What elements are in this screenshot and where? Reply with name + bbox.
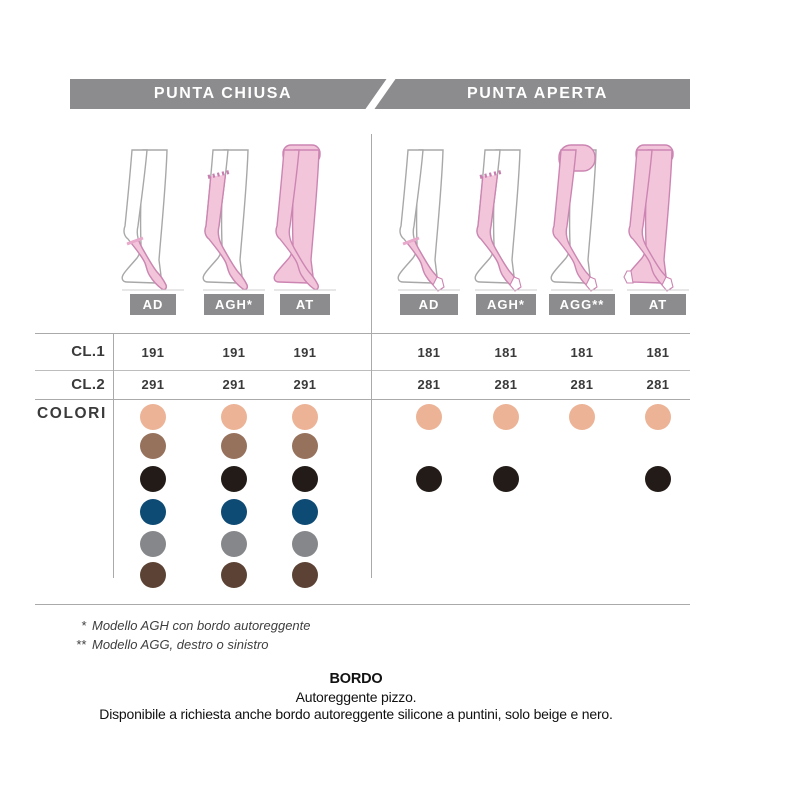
row-label-cl1: CL.1 [71, 343, 105, 360]
color-dot-darkbrown [221, 562, 247, 588]
footnote-agh: * Modello AGH con bordo autoreggente [70, 616, 311, 635]
model-label-closed-ad: AD [130, 294, 176, 315]
cl2-value: 291 [293, 377, 317, 392]
color-dot-darkbrown [292, 562, 318, 588]
color-dot-navy [221, 499, 247, 525]
cl2-value: 281 [494, 377, 518, 392]
model-label-closed-agh: AGH* [204, 294, 264, 315]
model-label-open-agg: AGG** [549, 294, 615, 315]
color-dot-black [292, 466, 318, 492]
color-dot-brown [221, 433, 247, 459]
color-dot-beige [569, 404, 595, 430]
color-dot-beige [292, 404, 318, 430]
legs-agh-open-illustration [474, 149, 537, 292]
color-dot-brown [140, 433, 166, 459]
section-title-punta-aperta: PUNTA APERTA [467, 85, 608, 102]
legs-ad-open-illustration [397, 149, 460, 292]
model-label-open-ad: AD [400, 294, 458, 315]
color-dot-navy [292, 499, 318, 525]
section-title-punta-chiusa: PUNTA CHIUSA [153, 85, 293, 102]
row-label-cl2: CL.2 [71, 376, 105, 393]
legs-agg-open-illustration [550, 144, 613, 292]
cl1-value: 181 [646, 345, 670, 360]
color-dot-black [645, 466, 671, 492]
color-dot-beige [140, 404, 166, 430]
row-label-colori: COLORI [37, 405, 107, 422]
footnote-agg: ** Modello AGG, destro o sinistro [70, 635, 311, 654]
table-line-bottom [35, 604, 690, 605]
color-dot-beige [416, 404, 442, 430]
color-dot-brown [292, 433, 318, 459]
cl2-value: 291 [141, 377, 165, 392]
legs-at-open-illustration [623, 144, 689, 292]
table-line-mid [35, 370, 690, 371]
table-line-top [35, 333, 690, 334]
footnote-text: Modello AGH con bordo autoreggente [92, 618, 311, 633]
model-label-open-at: AT [630, 294, 686, 315]
cl2-value: 281 [570, 377, 594, 392]
table-line-section-divider [371, 134, 372, 578]
model-label-open-agh: AGH* [476, 294, 536, 315]
cl2-value: 281 [417, 377, 441, 392]
color-dot-gray [221, 531, 247, 557]
model-label-closed-at: AT [280, 294, 330, 315]
color-dot-beige [493, 404, 519, 430]
color-dot-gray [292, 531, 318, 557]
table-line-colors-top [35, 399, 690, 400]
color-dot-black [493, 466, 519, 492]
color-dot-beige [645, 404, 671, 430]
color-dot-black [140, 466, 166, 492]
cl1-value: 191 [141, 345, 165, 360]
color-dot-black [416, 466, 442, 492]
bordo-line2: Disponibile a richiesta anche bordo auto… [99, 706, 613, 722]
footnote-marker: ** [75, 637, 86, 652]
cl1-value: 191 [222, 345, 246, 360]
color-dot-beige [221, 404, 247, 430]
cl1-value: 181 [494, 345, 518, 360]
legs-agh-closed-illustration [202, 149, 265, 291]
color-dot-darkbrown [140, 562, 166, 588]
color-dot-black [221, 466, 247, 492]
cl1-value: 181 [570, 345, 594, 360]
bordo-line1: Autoreggente pizzo. [295, 688, 417, 705]
cl2-value: 291 [222, 377, 246, 392]
color-dot-navy [140, 499, 166, 525]
cl1-value: 191 [293, 345, 317, 360]
table-line-labels-divider [113, 333, 114, 578]
footnote-text: Modello AGG, destro o sinistro [92, 637, 269, 652]
footnote-marker: * [80, 618, 86, 633]
legs-ad-closed-illustration [121, 149, 184, 291]
color-dot-gray [140, 531, 166, 557]
bordo-block: BORDO Autoreggente pizzo. Disponibile a … [0, 671, 712, 724]
cl2-value: 281 [646, 377, 670, 392]
bordo-title: BORDO [329, 671, 383, 687]
footnotes: * Modello AGH con bordo autoreggente ** Mo… [70, 616, 311, 654]
cl1-value: 181 [417, 345, 441, 360]
legs-at-closed-illustration [273, 144, 336, 291]
